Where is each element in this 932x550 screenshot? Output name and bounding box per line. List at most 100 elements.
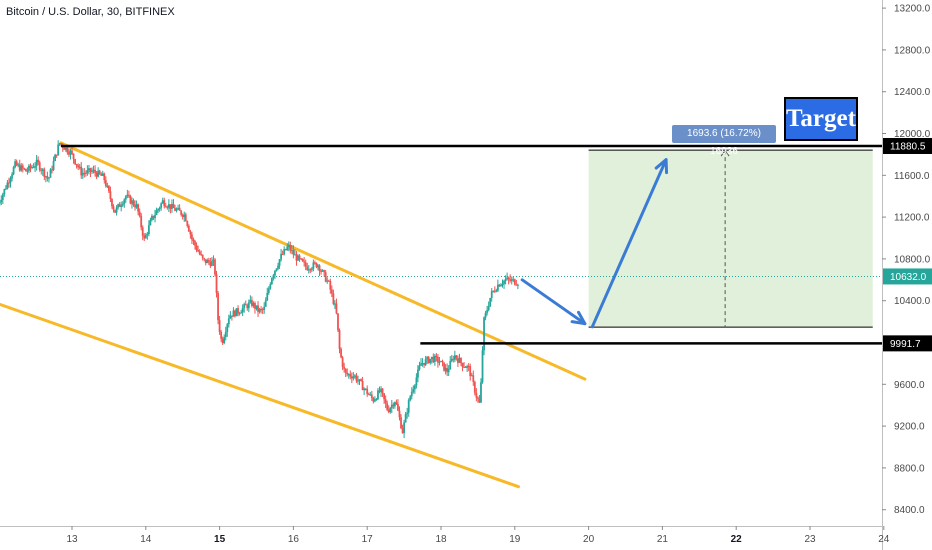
time-axis[interactable]: 13 14 15 16 17 18 19 20 21 22 23 24 <box>0 526 890 545</box>
candle-body <box>48 177 50 179</box>
candle-body <box>234 310 236 317</box>
candle-body <box>60 143 63 145</box>
candle-body <box>417 369 419 378</box>
candle-body <box>12 167 15 175</box>
candle-body <box>492 290 495 292</box>
candle-body <box>496 284 499 291</box>
candle-body <box>138 211 141 216</box>
candle-body <box>473 381 476 393</box>
candle-body <box>189 231 192 235</box>
candle-body <box>200 254 203 256</box>
price-tick-label: 9200.0 <box>894 422 925 433</box>
target-arrow-head <box>654 158 669 175</box>
candle-body <box>421 362 424 364</box>
time-tick-label: 15 <box>214 534 226 545</box>
candle-body <box>147 225 150 235</box>
channel-upper-line[interactable] <box>59 141 587 381</box>
target-arrow[interactable] <box>590 158 668 329</box>
candle-body <box>512 279 515 281</box>
candle-body <box>11 174 13 179</box>
candle-body <box>117 204 120 208</box>
candle-body <box>493 290 496 292</box>
candle-body <box>184 214 187 222</box>
candle-body <box>309 269 312 271</box>
candle-body <box>255 305 258 309</box>
candle-body <box>466 366 469 368</box>
candle-body <box>480 382 482 403</box>
candle-body <box>246 305 249 309</box>
candle-body <box>175 209 178 211</box>
candle-body <box>340 348 342 358</box>
candle-body <box>463 366 465 368</box>
candle-body <box>111 199 113 207</box>
candle-body <box>315 262 318 268</box>
candle-body <box>314 262 316 264</box>
candle-body <box>446 368 449 373</box>
candle-body <box>392 404 395 407</box>
candle-body <box>220 331 223 339</box>
candle-body <box>495 290 498 292</box>
candle-body <box>52 161 55 170</box>
candle-body <box>217 293 219 321</box>
candle-body <box>369 394 372 396</box>
candle-body <box>407 400 410 413</box>
candle-body <box>321 270 324 272</box>
candle-body <box>140 215 143 228</box>
candle-body <box>37 159 40 163</box>
current-price-tag[interactable] <box>883 268 932 285</box>
pullback-arrow[interactable] <box>520 278 587 326</box>
candle-body <box>426 357 429 360</box>
candle-body <box>418 365 421 370</box>
candle-body <box>178 207 181 211</box>
candle-body <box>295 254 298 261</box>
target-zone-layer <box>588 149 873 328</box>
candle-body <box>341 357 344 367</box>
candle-body <box>334 303 336 305</box>
candle-body <box>81 172 84 176</box>
candle-body <box>310 268 313 270</box>
candle-body <box>203 258 206 260</box>
candle-body <box>77 165 80 168</box>
support-price-tag[interactable] <box>883 335 932 352</box>
candle-body <box>349 374 352 377</box>
candle-body <box>389 408 392 413</box>
candle-body <box>453 355 456 360</box>
candle-body <box>57 144 60 156</box>
candle-body <box>241 308 244 313</box>
candle-body <box>423 362 425 366</box>
candle-body <box>266 292 269 301</box>
candle-body <box>444 368 447 371</box>
candle-body <box>487 306 490 311</box>
candle-body <box>360 379 362 382</box>
candle-body <box>149 220 152 226</box>
candle-body <box>457 358 459 363</box>
candle-body <box>121 203 124 206</box>
candle-body <box>344 368 347 373</box>
candle-body <box>195 245 198 251</box>
price-axis[interactable]: 13200.0 12800.0 12400.0 12000.0 11600.0 11200… <box>882 0 932 550</box>
candle-body <box>373 399 376 402</box>
candle-body <box>413 385 416 390</box>
candle-body <box>513 279 516 285</box>
candle-body <box>92 169 95 171</box>
candle-body <box>274 270 276 276</box>
candle-body <box>91 170 93 172</box>
candle-body <box>24 168 27 172</box>
candle-body <box>123 199 126 204</box>
candle-body <box>29 165 32 168</box>
candle-body <box>292 249 295 255</box>
target-zone <box>588 150 873 328</box>
channel-lower-line[interactable] <box>0 302 520 489</box>
candle-body <box>383 393 386 400</box>
candle-body <box>370 394 373 399</box>
candle-body <box>437 357 439 363</box>
candle-body <box>500 284 502 287</box>
candle-body <box>112 206 115 210</box>
resistance-price-tag[interactable] <box>883 137 932 154</box>
candle-body <box>181 214 184 218</box>
candle-body <box>301 258 304 262</box>
candle-body <box>64 147 67 150</box>
candle-body <box>78 166 81 168</box>
candle-body <box>103 173 106 181</box>
